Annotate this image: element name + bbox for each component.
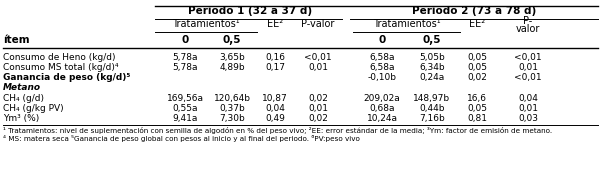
Text: Consumo MS total (kg/d)⁴: Consumo MS total (kg/d)⁴ — [3, 62, 119, 71]
Text: 6,58a: 6,58a — [369, 53, 395, 62]
Text: 6,34b: 6,34b — [419, 62, 445, 71]
Text: 0,04: 0,04 — [518, 94, 538, 102]
Text: <0,01: <0,01 — [514, 73, 542, 82]
Text: EE²: EE² — [267, 19, 283, 29]
Text: 0: 0 — [379, 35, 386, 45]
Text: 148,97b: 148,97b — [413, 94, 451, 102]
Text: 5,05b: 5,05b — [419, 53, 445, 62]
Text: 0,05: 0,05 — [467, 62, 487, 71]
Text: Tratamientos¹: Tratamientos¹ — [172, 19, 240, 29]
Text: 209,02a: 209,02a — [364, 94, 400, 102]
Text: 0,01: 0,01 — [518, 103, 538, 113]
Text: 0,04: 0,04 — [265, 103, 285, 113]
Text: valor: valor — [516, 24, 540, 34]
Text: Periodo 2 (73 a 78 d): Periodo 2 (73 a 78 d) — [412, 6, 536, 16]
Text: 6,58a: 6,58a — [369, 62, 395, 71]
Text: 0,16: 0,16 — [265, 53, 285, 62]
Text: 0,68a: 0,68a — [369, 103, 395, 113]
Text: 7,16b: 7,16b — [419, 114, 445, 122]
Text: Metano: Metano — [3, 82, 41, 91]
Text: ítem: ítem — [3, 35, 29, 45]
Text: Tratamientos¹: Tratamientos¹ — [373, 19, 440, 29]
Text: 16,6: 16,6 — [467, 94, 487, 102]
Text: 169,56a: 169,56a — [167, 94, 203, 102]
Text: Periodo 1 (32 a 37 d): Periodo 1 (32 a 37 d) — [188, 6, 312, 16]
Text: P-valor: P-valor — [301, 19, 335, 29]
Text: 0,03: 0,03 — [518, 114, 538, 122]
Text: 5,78a: 5,78a — [172, 62, 198, 71]
Text: 9,41a: 9,41a — [172, 114, 197, 122]
Text: <0,01: <0,01 — [304, 53, 332, 62]
Text: <0,01: <0,01 — [514, 53, 542, 62]
Text: 0,02: 0,02 — [308, 114, 328, 122]
Text: ¹ Tratamientos: nivel de suplementación con semilla de algodón en % del peso viv: ¹ Tratamientos: nivel de suplementación … — [3, 126, 552, 134]
Text: 0,5: 0,5 — [423, 35, 441, 45]
Text: 0,55a: 0,55a — [172, 103, 198, 113]
Text: 0,17: 0,17 — [265, 62, 285, 71]
Text: 0,02: 0,02 — [467, 73, 487, 82]
Text: 10,24a: 10,24a — [367, 114, 398, 122]
Text: 3,65b: 3,65b — [219, 53, 245, 62]
Text: CH₄ (g/d): CH₄ (g/d) — [3, 94, 44, 102]
Text: 0,05: 0,05 — [467, 53, 487, 62]
Text: -0,10b: -0,10b — [367, 73, 397, 82]
Text: 7,30b: 7,30b — [219, 114, 245, 122]
Text: 0,01: 0,01 — [518, 62, 538, 71]
Text: 0: 0 — [181, 35, 188, 45]
Text: 4,89b: 4,89b — [219, 62, 245, 71]
Text: 0,01: 0,01 — [308, 103, 328, 113]
Text: 0,49: 0,49 — [265, 114, 285, 122]
Text: 0,37b: 0,37b — [219, 103, 245, 113]
Text: EE²: EE² — [469, 19, 485, 29]
Text: 5,78a: 5,78a — [172, 53, 198, 62]
Text: 0,44b: 0,44b — [419, 103, 445, 113]
Text: 0,24a: 0,24a — [419, 73, 445, 82]
Text: 0,5: 0,5 — [223, 35, 241, 45]
Text: Ym³ (%): Ym³ (%) — [3, 114, 39, 122]
Text: 0,02: 0,02 — [308, 94, 328, 102]
Text: 10,87: 10,87 — [262, 94, 288, 102]
Text: P-: P- — [523, 16, 533, 26]
Text: Consumo de Heno (kg/d): Consumo de Heno (kg/d) — [3, 53, 115, 62]
Text: ⁴ MS: matera seca ⁵Ganancia de peso global con pesos al inicio y al final del pe: ⁴ MS: matera seca ⁵Ganancia de peso glob… — [3, 136, 360, 142]
Text: Ganancia de peso (kg/d)⁵: Ganancia de peso (kg/d)⁵ — [3, 73, 130, 82]
Text: CH₄ (g/kg PV): CH₄ (g/kg PV) — [3, 103, 64, 113]
Text: 0,81: 0,81 — [467, 114, 487, 122]
Text: 0,05: 0,05 — [467, 103, 487, 113]
Text: 120,64b: 120,64b — [214, 94, 251, 102]
Text: 0,01: 0,01 — [308, 62, 328, 71]
